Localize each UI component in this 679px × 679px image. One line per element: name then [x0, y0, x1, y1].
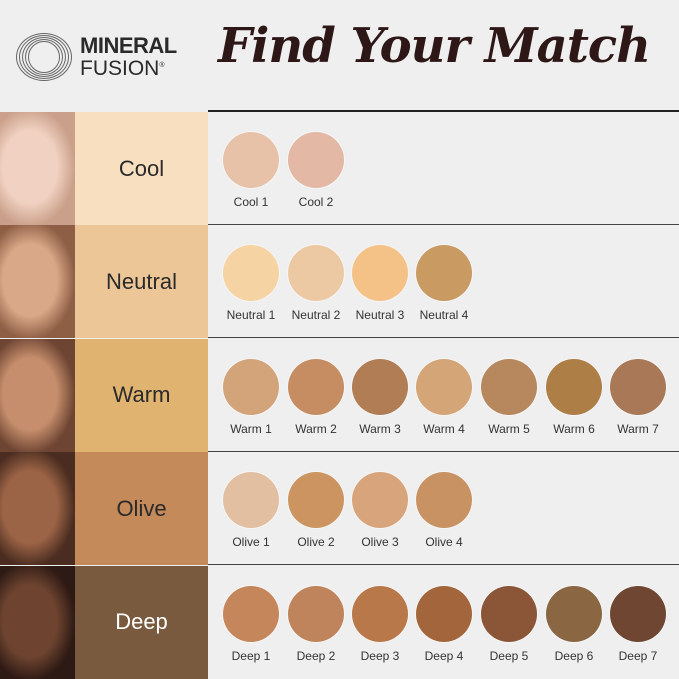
- shade-swatch[interactable]: Deep 6: [544, 585, 604, 663]
- shade-swatch[interactable]: Olive 1: [221, 472, 281, 549]
- shade-name: Warm 2: [295, 421, 337, 436]
- swatch-circle[interactable]: [288, 245, 344, 302]
- model-photo: [0, 565, 75, 679]
- shade-swatch[interactable]: Olive 2: [286, 472, 346, 549]
- tone-row-warm: Warm Warm 1 Warm 2 Warm 3 Warm 4 Warm 5 Warm 6…: [0, 338, 679, 452]
- shade-swatch[interactable]: Deep 4: [414, 585, 474, 663]
- shade-name: Warm 1: [230, 421, 272, 436]
- shade-swatch[interactable]: Deep 7: [608, 585, 668, 663]
- divider: [208, 450, 679, 452]
- tone-label: Deep: [75, 565, 208, 679]
- shade-name: Olive 4: [425, 535, 463, 550]
- shade-swatch[interactable]: Cool 2: [286, 132, 346, 209]
- brand-line2: FUSION: [80, 56, 160, 80]
- shade-swatch[interactable]: Warm 4: [414, 358, 474, 436]
- shade-name: Deep 1: [231, 648, 271, 663]
- shade-name: Neutral 3: [355, 308, 405, 323]
- tone-row-neutral: Neutral Neutral 1 Neutral 2 Neutral 3 Neutra…: [0, 225, 679, 339]
- shade-name: Olive 2: [297, 535, 335, 550]
- shade-name: Warm 3: [359, 421, 401, 436]
- shade-name: Cool 1: [233, 195, 269, 209]
- model-photo: [0, 338, 75, 452]
- swatch-circle[interactable]: [416, 472, 472, 529]
- shade-name: Deep 3: [360, 648, 400, 663]
- shade-swatch[interactable]: Olive 3: [350, 472, 410, 549]
- registered-mark: ®: [159, 61, 165, 69]
- model-photo: [0, 112, 75, 225]
- shade-name: Neutral 4: [419, 308, 469, 323]
- shade-name: Neutral 1: [226, 308, 276, 323]
- swatch-circle[interactable]: [416, 585, 472, 642]
- swatch-circle[interactable]: [223, 358, 279, 415]
- divider: [208, 224, 679, 225]
- swatch-circle[interactable]: [223, 472, 279, 529]
- shade-swatch[interactable]: Neutral 2: [286, 245, 346, 322]
- tone-row-cool: Cool Cool 1 Cool 2: [0, 112, 679, 225]
- shade-name: Olive 3: [361, 535, 399, 550]
- model-photo: [0, 225, 75, 339]
- swatch-circle[interactable]: [352, 245, 408, 302]
- rings-logo-icon: [14, 27, 74, 87]
- swatch-circle[interactable]: [223, 585, 279, 642]
- shade-swatch[interactable]: Cool 1: [221, 132, 281, 209]
- shade-swatch[interactable]: Deep 3: [350, 585, 410, 663]
- shade-swatch[interactable]: Deep 1: [221, 585, 281, 663]
- shade-swatch[interactable]: Warm 1: [221, 358, 281, 436]
- tone-label: Cool: [75, 112, 208, 225]
- swatch-circle[interactable]: [416, 358, 472, 415]
- shade-name: Neutral 2: [291, 308, 341, 323]
- shade-swatch[interactable]: Deep 2: [286, 585, 346, 663]
- swatch-circle[interactable]: [288, 132, 344, 188]
- divider: [208, 110, 679, 112]
- shade-name: Deep 4: [424, 648, 464, 663]
- shade-name: Warm 5: [488, 421, 530, 436]
- divider: [208, 337, 679, 339]
- shade-swatch[interactable]: Olive 4: [414, 472, 474, 549]
- swatch-circle[interactable]: [288, 358, 344, 415]
- brand-line1: MINERAL: [80, 32, 177, 58]
- shade-swatch[interactable]: Warm 6: [544, 358, 604, 436]
- divider: [208, 564, 679, 566]
- tone-label: Warm: [75, 338, 208, 452]
- shade-swatch[interactable]: Warm 2: [286, 358, 346, 436]
- shade-name: Deep 2: [296, 648, 336, 663]
- shade-name: Warm 6: [553, 421, 595, 436]
- swatch-circle[interactable]: [416, 245, 472, 302]
- shade-swatch[interactable]: Neutral 1: [221, 245, 281, 322]
- swatch-circle[interactable]: [610, 585, 666, 642]
- shade-swatch[interactable]: Warm 5: [479, 358, 539, 436]
- shade-name: Warm 7: [617, 421, 659, 436]
- page-title: Find Your Match: [218, 18, 651, 74]
- swatch-circle[interactable]: [288, 585, 344, 642]
- shade-name: Olive 1: [232, 535, 270, 550]
- swatch-circle[interactable]: [352, 585, 408, 642]
- shade-swatch[interactable]: Neutral 3: [350, 245, 410, 322]
- swatch-circle[interactable]: [223, 245, 279, 302]
- shade-swatch[interactable]: Warm 3: [350, 358, 410, 436]
- tone-label: Neutral: [75, 225, 208, 339]
- shade-name: Deep 7: [618, 648, 658, 663]
- swatch-circle[interactable]: [546, 358, 602, 415]
- tone-label: Olive: [75, 452, 208, 566]
- shade-swatch[interactable]: Warm 7: [608, 358, 668, 436]
- swatch-circle[interactable]: [481, 585, 537, 642]
- tone-row-deep: Deep Deep 1 Deep 2 Deep 3 Deep 4 Deep 5 Deep 6…: [0, 565, 679, 679]
- shade-name: Deep 5: [489, 648, 529, 663]
- swatch-circle[interactable]: [223, 132, 279, 188]
- shade-name: Cool 2: [298, 195, 334, 209]
- shade-name: Warm 4: [423, 421, 465, 436]
- swatch-circle[interactable]: [481, 358, 537, 415]
- shade-name: Deep 6: [554, 648, 594, 663]
- swatch-circle[interactable]: [288, 472, 344, 529]
- shade-swatch[interactable]: Deep 5: [479, 585, 539, 663]
- swatch-circle[interactable]: [546, 585, 602, 642]
- tone-row-olive: Olive Olive 1 Olive 2 Olive 3 Olive 4: [0, 452, 679, 566]
- swatch-circle[interactable]: [610, 358, 666, 415]
- swatch-circle[interactable]: [352, 472, 408, 529]
- shade-swatch[interactable]: Neutral 4: [414, 245, 474, 322]
- brand-logo: MINERAL FUSION®: [14, 27, 177, 87]
- swatch-circle[interactable]: [352, 358, 408, 415]
- model-photo: [0, 452, 75, 566]
